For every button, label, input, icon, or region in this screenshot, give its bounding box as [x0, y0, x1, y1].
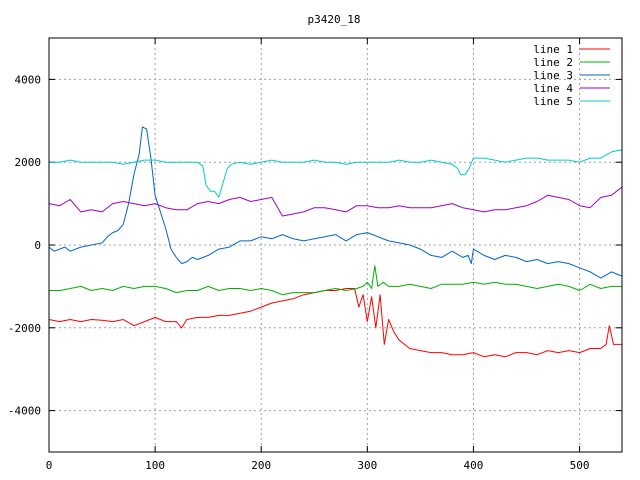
plot-frame [48, 37, 623, 453]
x-tick-label: 500 [570, 459, 590, 472]
legend-label: line 1 [533, 43, 573, 56]
y-tick-label: 2000 [15, 156, 42, 169]
chart-title: p3420_18 [308, 13, 361, 26]
x-tick-label: 300 [357, 459, 377, 472]
grid-lines [49, 38, 622, 452]
y-tick-label: 0 [34, 239, 41, 252]
series-line-line-4 [48, 186, 623, 217]
series-lines [48, 126, 623, 358]
x-tick-label: 400 [464, 459, 484, 472]
y-tick-label: -4000 [8, 405, 41, 418]
x-tick-label: 100 [145, 459, 165, 472]
legend-label: line 2 [533, 56, 573, 69]
y-tick-label: -2000 [8, 322, 41, 335]
legend-label: line 3 [533, 69, 573, 82]
series-line-line-5 [49, 149, 623, 198]
series-line-line-1 [48, 288, 622, 358]
series-line-line-3 [48, 126, 623, 279]
y-tick-label: 4000 [15, 73, 42, 86]
series-line-line-2 [49, 265, 622, 296]
legend-label: line 4 [533, 82, 573, 95]
x-tick-label: 0 [46, 459, 53, 472]
legend-label: line 5 [533, 95, 573, 108]
x-tick-label: 200 [251, 459, 271, 472]
axis-ticks: 0 100 200 300 400 500 -4000 -2000 0 2000 4000 [8, 38, 622, 472]
